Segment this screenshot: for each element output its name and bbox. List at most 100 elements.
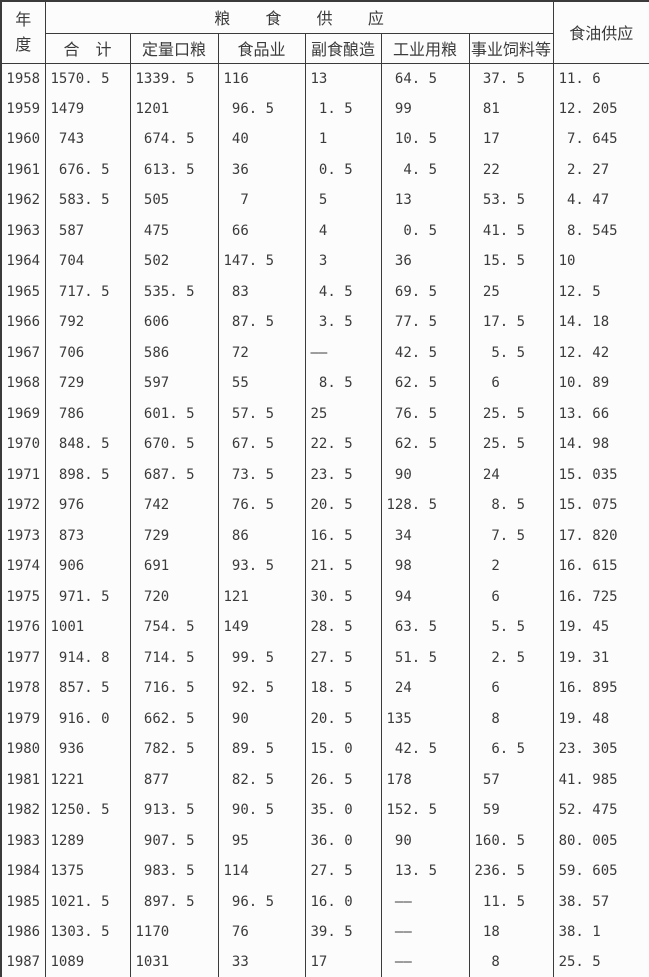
value-cell: 10. 5 <box>380 124 470 155</box>
value-cell: 63. 5 <box>380 612 470 643</box>
year-header-line2: 度 <box>15 35 32 55</box>
value-cell: 898. 5 <box>44 459 131 490</box>
value-cell: 41. 5 <box>468 215 554 246</box>
value-cell: 98 <box>380 551 470 582</box>
year-cell: 1986 <box>0 917 46 948</box>
value-cell: 20. 5 <box>304 490 382 521</box>
value-cell: 1250. 5 <box>44 795 131 826</box>
value-cell: 6. 5 <box>468 734 554 765</box>
year-cell: 1977 <box>0 642 46 673</box>
value-cell: 59. 605 <box>552 856 649 887</box>
table-row: 1965 717. 5 535. 5 83 4. 5 69. 5 25 12. 5 <box>0 276 649 307</box>
year-cell: 1968 <box>0 368 46 399</box>
value-cell: 691 <box>129 551 219 582</box>
col-header-grain-supply-group: 粮食供应 <box>44 0 554 34</box>
value-cell: 877 <box>129 764 219 795</box>
value-cell: 96. 5 <box>217 93 306 124</box>
value-cell: 729 <box>129 520 219 551</box>
value-cell: 23. 305 <box>552 734 649 765</box>
table-row: 1970 848. 5 670. 5 67. 5 22. 5 62. 5 25. … <box>0 429 649 460</box>
year-cell: 1960 <box>0 124 46 155</box>
value-cell: 94 <box>380 581 470 612</box>
table-row: 1986 1303. 5 1170 76 39. 5 —— 18 38. 1 <box>0 917 649 948</box>
value-cell: 25. 5 <box>468 398 554 429</box>
table-row: 1963 587 475 66 4 0. 5 41. 5 8. 545 <box>0 215 649 246</box>
value-cell: 1303. 5 <box>44 917 131 948</box>
table-row: 1959 1479 1201 96. 5 1. 5 99 81 12. 205 <box>0 93 649 124</box>
value-cell: 12. 42 <box>552 337 649 368</box>
value-cell: 897. 5 <box>129 886 219 917</box>
value-cell: 86 <box>217 520 306 551</box>
value-cell: 3. 5 <box>304 307 382 338</box>
value-cell: 1089 <box>44 947 131 977</box>
value-cell: 18 <box>468 917 554 948</box>
table-row: 1981 1221 877 82. 5 26. 5 178 57 41. 985 <box>0 764 649 795</box>
value-cell: 8. 5 <box>304 368 382 399</box>
value-cell: 8. 545 <box>552 215 649 246</box>
table-header: 年度 粮食供应 食油供应 合 计 定量口粮 食品业 副食酿造 工业用粮 事业饲料… <box>0 0 649 64</box>
value-cell: 687. 5 <box>129 459 219 490</box>
value-cell: —— <box>380 917 470 948</box>
value-cell: 152. 5 <box>380 795 470 826</box>
year-cell: 1985 <box>0 886 46 917</box>
value-cell: 57 <box>468 764 554 795</box>
value-cell: 52. 475 <box>552 795 649 826</box>
table-row: 1976 1001 754. 5 149 28. 5 63. 5 5. 5 19. 45 <box>0 612 649 643</box>
value-cell: 28. 5 <box>304 612 382 643</box>
value-cell: 1479 <box>44 93 131 124</box>
value-cell: 21. 5 <box>304 551 382 582</box>
value-cell: 1221 <box>44 764 131 795</box>
table-row: 1961 676. 5 613. 5 36 0. 5 4. 5 22 2. 27 <box>0 154 649 185</box>
value-cell: 87. 5 <box>217 307 306 338</box>
value-cell: 89. 5 <box>217 734 306 765</box>
value-cell: 0. 5 <box>304 154 382 185</box>
year-cell: 1972 <box>0 490 46 521</box>
value-cell: 1031 <box>129 947 219 977</box>
value-cell: 33 <box>217 947 306 977</box>
year-cell: 1969 <box>0 398 46 429</box>
value-cell: 1339. 5 <box>129 63 219 94</box>
value-cell: 19. 48 <box>552 703 649 734</box>
value-cell: 90. 5 <box>217 795 306 826</box>
table-row: 1987 1089 1031 33 17 —— 8 25. 5 <box>0 947 649 977</box>
value-cell: 76 <box>217 917 306 948</box>
table-row: 1977 914. 8 714. 5 99. 5 27. 5 51. 5 2. 5… <box>0 642 649 673</box>
value-cell: 42. 5 <box>380 734 470 765</box>
value-cell: 72 <box>217 337 306 368</box>
value-cell: 743 <box>44 124 131 155</box>
value-cell: 116 <box>217 63 306 94</box>
value-cell: 55 <box>217 368 306 399</box>
value-cell: 17. 820 <box>552 520 649 551</box>
col-header-total: 合 计 <box>44 32 131 64</box>
col-header-industrial-grain: 工业用粮 <box>380 32 470 64</box>
table-row: 1960 743 674. 5 40 1 10. 5 17 7. 645 <box>0 124 649 155</box>
value-cell: 81 <box>468 93 554 124</box>
value-cell: 914. 8 <box>44 642 131 673</box>
value-cell: 4. 5 <box>380 154 470 185</box>
value-cell: 12. 205 <box>552 93 649 124</box>
value-cell: 597 <box>129 368 219 399</box>
value-cell: 606 <box>129 307 219 338</box>
value-cell: 25 <box>468 276 554 307</box>
table-row: 1978 857. 5 716. 5 92. 5 18. 5 24 6 16. 89… <box>0 673 649 704</box>
table-row: 1967 706 586 72 —— 42. 5 5. 5 12. 42 <box>0 337 649 368</box>
col-header-year: 年度 <box>0 0 46 64</box>
value-cell: 4. 47 <box>552 185 649 216</box>
year-header-line1: 年 <box>15 9 32 29</box>
value-cell: 16. 0 <box>304 886 382 917</box>
value-cell: 913. 5 <box>129 795 219 826</box>
table-row: 1974 906 691 93. 5 21. 5 98 2 16. 615 <box>0 551 649 582</box>
value-cell: 30. 5 <box>304 581 382 612</box>
value-cell: 90 <box>380 459 470 490</box>
value-cell: 80. 005 <box>552 825 649 856</box>
value-cell: 475 <box>129 215 219 246</box>
value-cell: 51. 5 <box>380 642 470 673</box>
year-cell: 1967 <box>0 337 46 368</box>
value-cell: 37. 5 <box>468 63 554 94</box>
value-cell: 62. 5 <box>380 368 470 399</box>
value-cell: 670. 5 <box>129 429 219 460</box>
value-cell: 25 <box>304 398 382 429</box>
value-cell: 23. 5 <box>304 459 382 490</box>
value-cell: 38. 57 <box>552 886 649 917</box>
